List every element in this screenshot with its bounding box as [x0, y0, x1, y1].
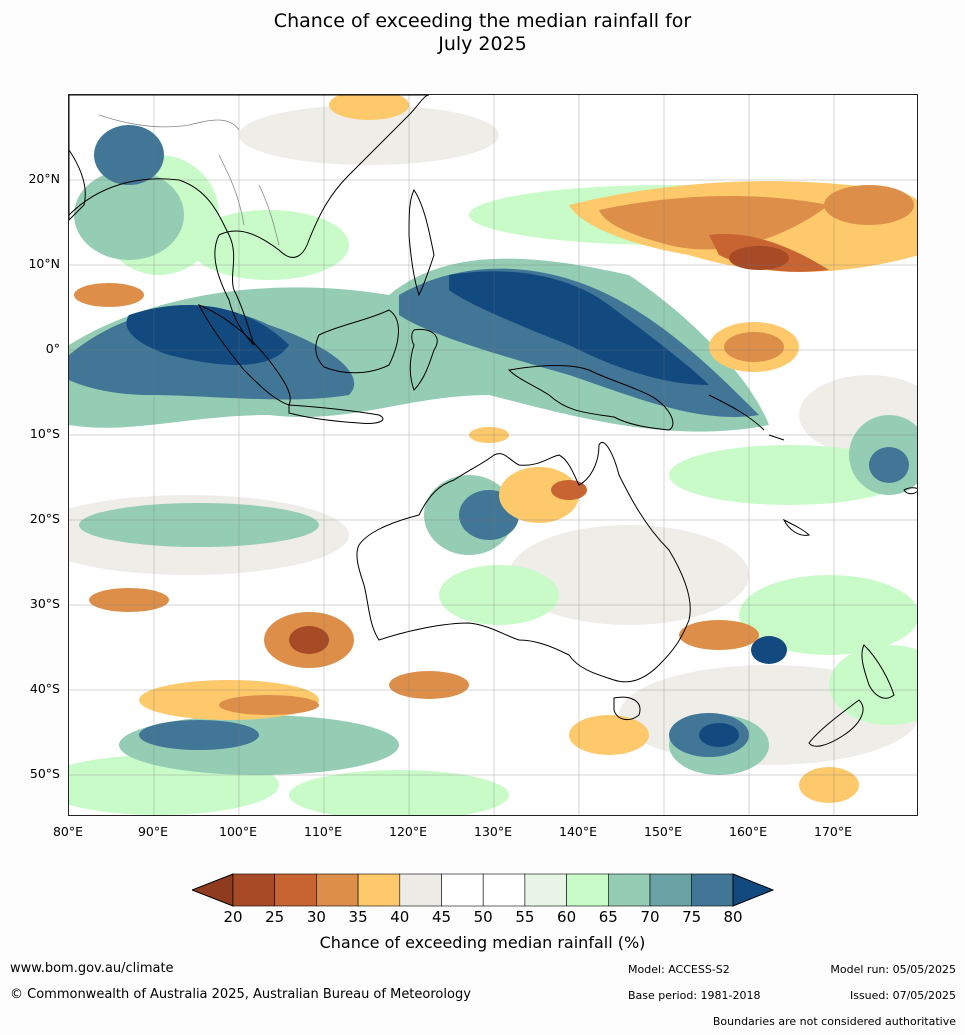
title-line-1: Chance of exceeding the median rainfall … [273, 10, 692, 32]
java-outline [288, 404, 384, 424]
lon-label-90e: 90°E [137, 824, 169, 839]
colorbar-tick-50: 50 [473, 908, 493, 926]
colorbar-swatch-40-45 [399, 873, 442, 907]
lon-label-140e: 140°E [558, 824, 598, 839]
colorbar-swatch-65-70 [607, 873, 651, 907]
coastlines [69, 95, 917, 747]
colorbar-tick-65: 65 [598, 908, 618, 926]
country-boundaries [98, 114, 280, 246]
lat-label-40s: 40°S [29, 681, 60, 696]
asia-mainland-outline [69, 95, 430, 346]
copyright-text: © Commonwealth of Australia 2025, Austra… [10, 987, 471, 1002]
lon-label-130e: 130°E [473, 824, 513, 839]
colorbar-tick-80: 80 [723, 908, 743, 926]
colorbar-high-arrow [732, 873, 774, 907]
colorbar-tick-35: 35 [348, 908, 368, 926]
lat-label-20s: 20°S [29, 511, 60, 526]
lon-label-80e: 80°E [52, 824, 84, 839]
colorbar-tick-60: 60 [557, 908, 577, 926]
colorbar-swatch-30-35 [316, 873, 359, 907]
lon-label-120e: 120°E [388, 824, 428, 839]
colorbar-tick-20: 20 [223, 908, 243, 926]
new-guinea-outline [507, 365, 674, 431]
lat-label-50s: 50°S [29, 766, 60, 781]
colorbar-tick-40: 40 [390, 908, 410, 926]
lon-label-110e: 110°E [303, 824, 343, 839]
colorbar-swatch-25-30 [274, 873, 317, 907]
issued-text: Issued: 07/05/2025 [849, 989, 956, 1002]
sulawesi-outline [409, 328, 438, 391]
colorbar-low-arrow [192, 873, 234, 907]
colorbar-tick-25: 25 [265, 908, 285, 926]
australia-outline [356, 442, 691, 683]
philippines-outline [408, 189, 435, 297]
colorbar-tick-70: 70 [640, 908, 660, 926]
colorbar-swatch-75-80 [691, 873, 734, 907]
lat-label-10s: 10°S [29, 426, 60, 441]
solomon-islands-outline [708, 394, 785, 441]
model-run-text: Model run: 05/05/2025 [830, 963, 956, 976]
colorbar-swatch-50-55 [482, 873, 526, 907]
colorbar-swatch-70-75 [649, 873, 693, 907]
fiji-outline [903, 487, 917, 495]
title-line-2: July 2025 [438, 33, 527, 55]
disclaimer-text: Boundaries are not considered authoritat… [712, 1015, 956, 1028]
colorbar-tick-30: 30 [306, 908, 326, 926]
tasmania-outline [613, 696, 641, 721]
colorbar-tick-45: 45 [431, 908, 452, 926]
map-canvas [69, 95, 917, 815]
lat-label-0: 0° [45, 341, 60, 356]
lat-label-30s: 30°S [29, 596, 60, 611]
lon-label-150e: 150°E [643, 824, 683, 839]
borneo-outline [315, 309, 399, 374]
new-zealand-north-outline [861, 644, 895, 699]
model-text: Model: ACCESS-S2 [628, 963, 730, 976]
graticule [69, 95, 917, 815]
lat-label-10n: 10°N [28, 256, 60, 271]
colorbar-swatch-55-60 [524, 873, 567, 907]
lat-label-20n: 20°N [28, 171, 60, 186]
colorbar-swatch-20-25 [232, 873, 276, 907]
website-link[interactable]: www.bom.gov.au/climate [10, 961, 174, 976]
lon-label-100e: 100°E [218, 824, 258, 839]
lon-label-170e: 170°E [813, 824, 853, 839]
colorbar-swatch-35-40 [357, 873, 401, 907]
india-tip-outline [69, 149, 86, 221]
new-zealand-south-outline [808, 699, 864, 747]
colorbar-tick-75: 75 [682, 908, 702, 926]
colorbar-swatch-60-65 [566, 873, 609, 907]
colorbar-title: Chance of exceeding median rainfall (%) [319, 933, 646, 952]
new-caledonia-outline [782, 518, 811, 536]
map-title: Chance of exceeding the median rainfall … [0, 10, 965, 56]
colorbar-tick-55: 55 [515, 908, 535, 926]
lon-label-160e: 160°E [728, 824, 768, 839]
colorbar [192, 873, 774, 907]
rainfall-map [68, 94, 918, 816]
base-period-text: Base period: 1981-2018 [628, 989, 761, 1002]
colorbar-swatch-45-50 [441, 873, 484, 907]
